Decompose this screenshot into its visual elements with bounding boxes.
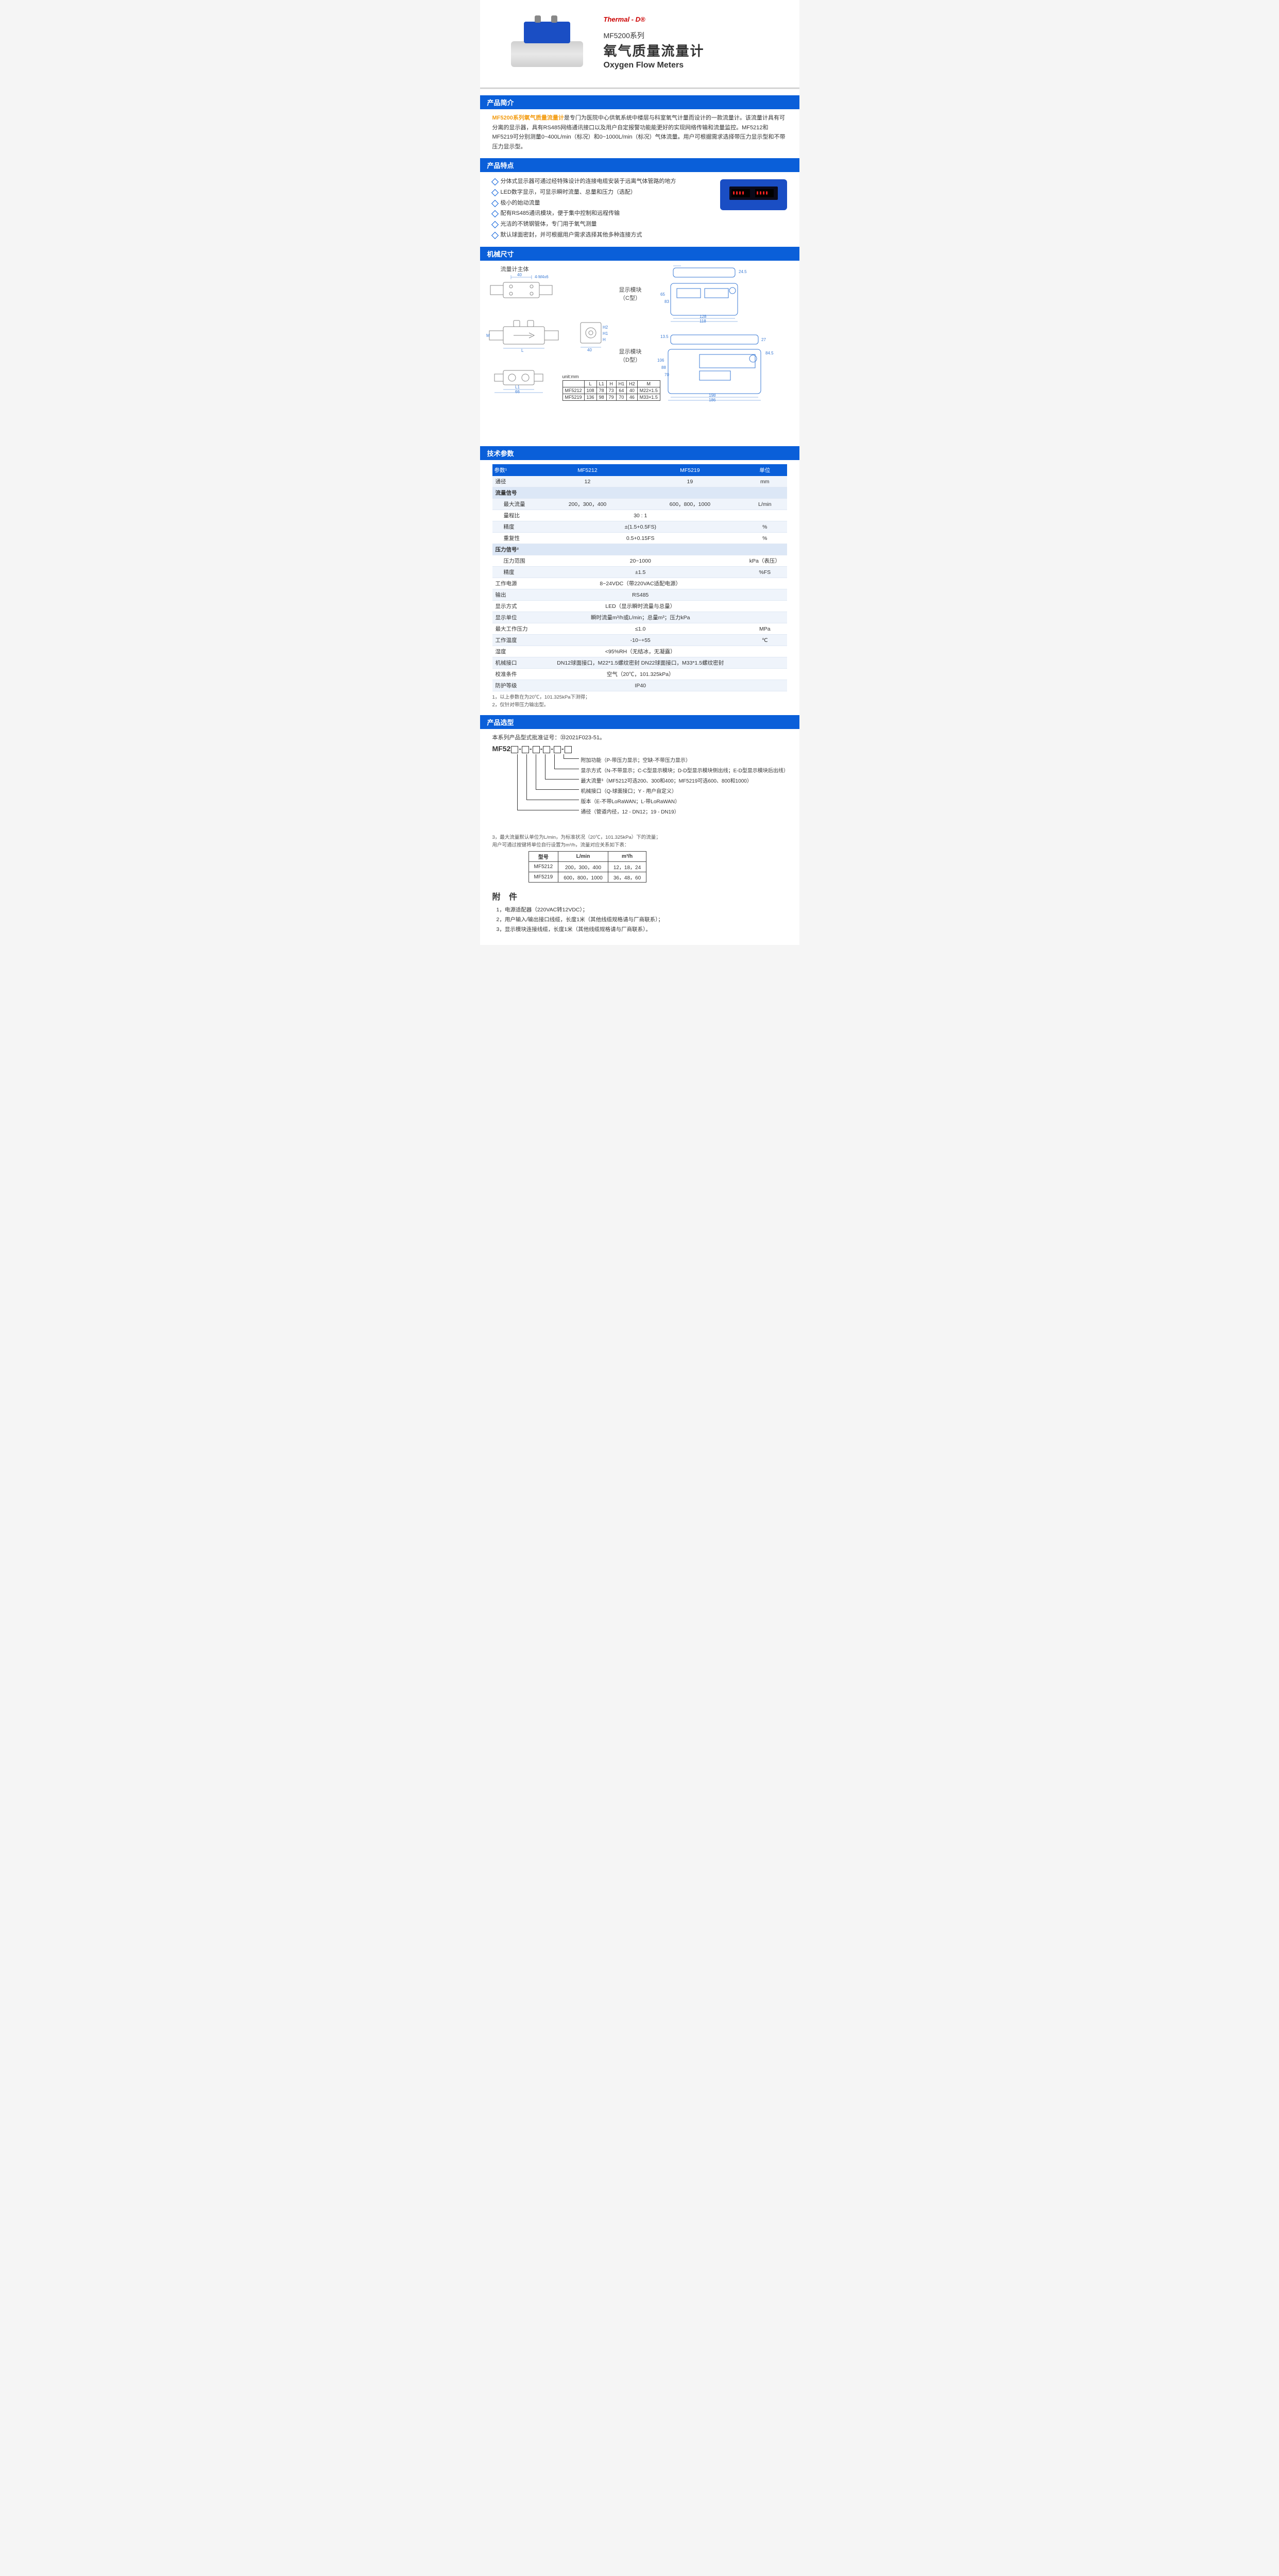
display-module-photo: ▮▮▮▮ ▮▮▮▮ — [720, 176, 787, 241]
select-line: 通径（管道内径，12 - DN12；19 - DN19） — [581, 807, 679, 815]
svg-text:83: 83 — [664, 299, 669, 304]
title-en: Oxygen Flow Meters — [604, 61, 784, 70]
mech-modc-label: 显示模块 （C型） — [619, 285, 642, 302]
svg-text:70: 70 — [664, 372, 669, 377]
svg-text:13.5: 13.5 — [660, 334, 669, 339]
select-line: 版本（E-不带LoRaWAN；L-带LoRaWAN） — [581, 797, 680, 805]
svg-text:H: H — [603, 337, 606, 342]
feature-item: 光洁的不锈钢管体，专门用于氧气测量 — [492, 219, 715, 230]
feature-list: 分体式显示器可通过经特殊设计的连接电缆安装于远离气体管路的地方LED数字显示，可… — [492, 176, 715, 241]
series-label: MF5200系列 — [604, 30, 784, 41]
spec-table: 参数¹MF5212MF5219单位通径1219mm流量信号最大流量200，300… — [492, 464, 787, 691]
svg-text:H1: H1 — [603, 331, 608, 336]
select-line: 机械接口（Q-球面接口；Y - 用户自定义） — [581, 787, 677, 794]
svg-text:4-M4x6: 4-M4x6 — [535, 275, 549, 279]
svg-text:40: 40 — [517, 273, 522, 277]
svg-text:24.5: 24.5 — [739, 269, 747, 274]
intro-header: 产品简介 — [480, 95, 799, 109]
svg-text:27: 27 — [761, 337, 766, 342]
svg-text:L: L — [521, 348, 524, 352]
acc-header: 附 件 — [492, 890, 787, 902]
select-header: 产品选型 — [480, 715, 799, 729]
brand-logo: Thermal - D® — [604, 15, 784, 23]
svg-text:106: 106 — [657, 358, 664, 363]
select-line: 附加功能（P-带压力显示；空缺-不带压力显示） — [581, 756, 691, 764]
acc-list: 1，电源适配器（220VAC转12VDC）；2，用户输入/输出接口线缆，长度1米… — [492, 905, 787, 935]
unit-label: unit:mm — [562, 374, 579, 379]
svg-text:H2: H2 — [603, 325, 608, 330]
intro-highlight: MF5200系列氧气质量流量计 — [492, 115, 564, 121]
svg-text:66: 66 — [515, 389, 520, 394]
select-note3: 3，最大流量默认单位为L/min，为标准状况（20℃，101.325kPa）下的… — [492, 834, 787, 849]
spec-header: 技术参数 — [480, 446, 799, 460]
svg-text:118: 118 — [700, 319, 706, 324]
mech-drawings: 流量计主体 40 4-M4x6 M L — [480, 265, 799, 440]
intro-text: MF5200系列氧气质量流量计是专门为医院中心供氧系统中楼层与科室氧气计量而设计… — [480, 113, 799, 152]
svg-text:65: 65 — [660, 292, 665, 297]
hero: Thermal - D® MF5200系列 氧气质量流量计 Oxygen Flo… — [480, 0, 799, 88]
mech-modd-label: 显示模块 （D型） — [619, 347, 642, 364]
mech-main-label: 流量计主体 — [501, 265, 529, 273]
spec-notes: 1，以上参数在为20℃，101.325kPa下测得；2，仅针对带压力输出型。 — [492, 693, 787, 709]
svg-text:186: 186 — [709, 398, 716, 402]
model-code: MF52----- — [492, 744, 787, 753]
feature-item: 配有RS485通讯模块，便于集中控制和远程传输 — [492, 208, 715, 219]
mech-header: 机械尺寸 — [480, 247, 799, 261]
select-line: 显示方式（N-不带显示；C-C型显示模块；D-D型显示模块侧出线；E-D型显示模… — [581, 766, 789, 774]
select-line: 最大流量³（MF5212可选200、300和400；MF5219可选600、80… — [581, 776, 752, 784]
select-tree: 附加功能（P-带压力显示；空缺-不带压力显示） 显示方式（N-不带显示；C-C型显… — [497, 754, 787, 832]
product-photo — [496, 10, 599, 82]
unit-table: 型号L/minm³/hMF5212200，300，40012，18，24MF52… — [528, 851, 647, 883]
svg-text:84.5: 84.5 — [765, 351, 774, 355]
svg-text:88: 88 — [661, 365, 666, 370]
dim-table: LL1HH1H2MMF521210878736440M22×1.5MF52191… — [562, 380, 660, 401]
feature-item: 分体式显示器可通过经特殊设计的连接电缆安装于远离气体管路的地方 — [492, 176, 715, 187]
svg-text:M: M — [486, 333, 490, 338]
svg-text:128: 128 — [700, 314, 707, 319]
svg-text:40: 40 — [587, 348, 592, 352]
features-header: 产品特点 — [480, 158, 799, 172]
cert-text: 本系列产品型式批准证号：㉝2021F023-51。 — [492, 733, 787, 741]
title-cn: 氧气质量流量计 — [604, 41, 784, 60]
feature-item: 默认球面密封，并可根据用户需求选择其他多种连接方式 — [492, 230, 715, 241]
svg-text:198: 198 — [709, 393, 716, 398]
svg-text:L1: L1 — [515, 385, 520, 389]
feature-item: 极小的始动流量 — [492, 198, 715, 209]
feature-item: LED数字显示，可显示瞬时流量、总量和压力（选配） — [492, 187, 715, 198]
